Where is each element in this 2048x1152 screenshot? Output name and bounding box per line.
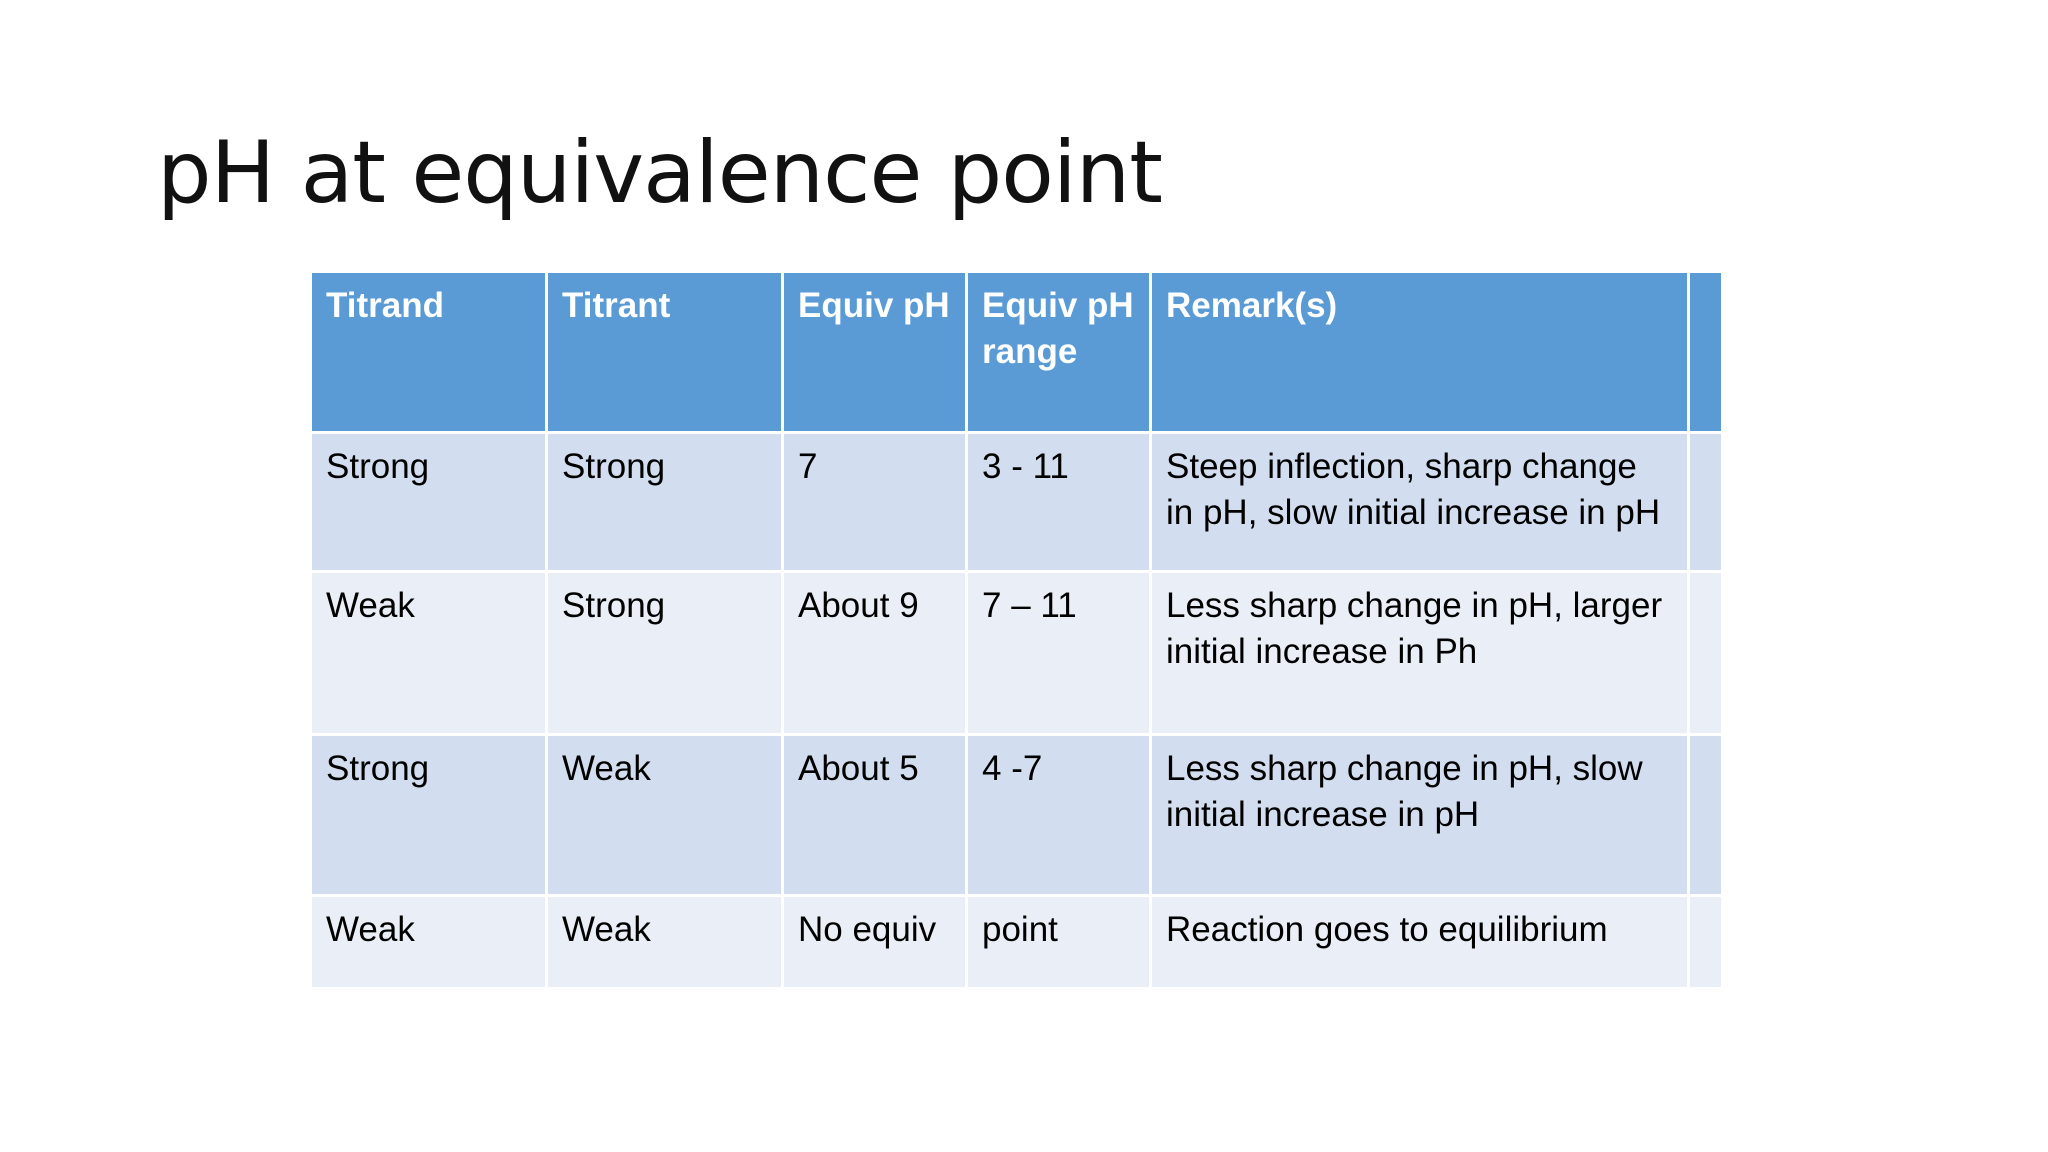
cell-titrant: Weak xyxy=(545,894,784,990)
data-table: Titrand Titrant Equiv pH Equiv pH range … xyxy=(309,270,1724,990)
header-titrant: Titrant xyxy=(545,270,784,434)
cell-remarks: Reaction goes to equilibrium xyxy=(1149,894,1690,990)
table-row: Strong Weak About 5 4 -7 Less sharp chan… xyxy=(309,733,1724,897)
cell-remarks: Steep inflection, sharp change in pH, sl… xyxy=(1149,431,1690,573)
header-titrand: Titrand xyxy=(309,270,548,434)
cell-equiv-ph-range: point xyxy=(965,894,1152,990)
cell-equiv-ph-range: 3 - 11 xyxy=(965,431,1152,573)
cell-titrand: Strong xyxy=(309,733,548,897)
cell-titrant: Strong xyxy=(545,431,784,573)
header-equiv-ph-range: Equiv pH range xyxy=(965,270,1152,434)
table-row: Strong Strong 7 3 - 11 Steep inflection,… xyxy=(309,431,1724,573)
table-row: Weak Strong About 9 7 – 11 Less sharp ch… xyxy=(309,570,1724,736)
header-remarks: Remark(s) xyxy=(1149,270,1690,434)
cell-extra xyxy=(1687,894,1724,990)
cell-titrand: Weak xyxy=(309,894,548,990)
cell-equiv-ph: No equiv xyxy=(781,894,968,990)
cell-extra xyxy=(1687,431,1724,573)
cell-equiv-ph: About 9 xyxy=(781,570,968,736)
cell-titrant: Weak xyxy=(545,733,784,897)
cell-extra xyxy=(1687,570,1724,736)
header-equiv-ph: Equiv pH xyxy=(781,270,968,434)
cell-remarks: Less sharp change in pH, slow initial in… xyxy=(1149,733,1690,897)
slide-title: pH at equivalence point xyxy=(157,123,1163,223)
cell-remarks: Less sharp change in pH, larger initial … xyxy=(1149,570,1690,736)
cell-equiv-ph-range: 7 – 11 xyxy=(965,570,1152,736)
table-header-row: Titrand Titrant Equiv pH Equiv pH range … xyxy=(309,270,1724,434)
equivalence-table: Titrand Titrant Equiv pH Equiv pH range … xyxy=(309,270,1724,990)
table-row: Weak Weak No equiv point Reaction goes t… xyxy=(309,894,1724,990)
cell-equiv-ph: About 5 xyxy=(781,733,968,897)
cell-equiv-ph: 7 xyxy=(781,431,968,573)
cell-titrand: Weak xyxy=(309,570,548,736)
header-extra xyxy=(1687,270,1724,434)
cell-titrant: Strong xyxy=(545,570,784,736)
cell-equiv-ph-range: 4 -7 xyxy=(965,733,1152,897)
cell-titrand: Strong xyxy=(309,431,548,573)
cell-extra xyxy=(1687,733,1724,897)
